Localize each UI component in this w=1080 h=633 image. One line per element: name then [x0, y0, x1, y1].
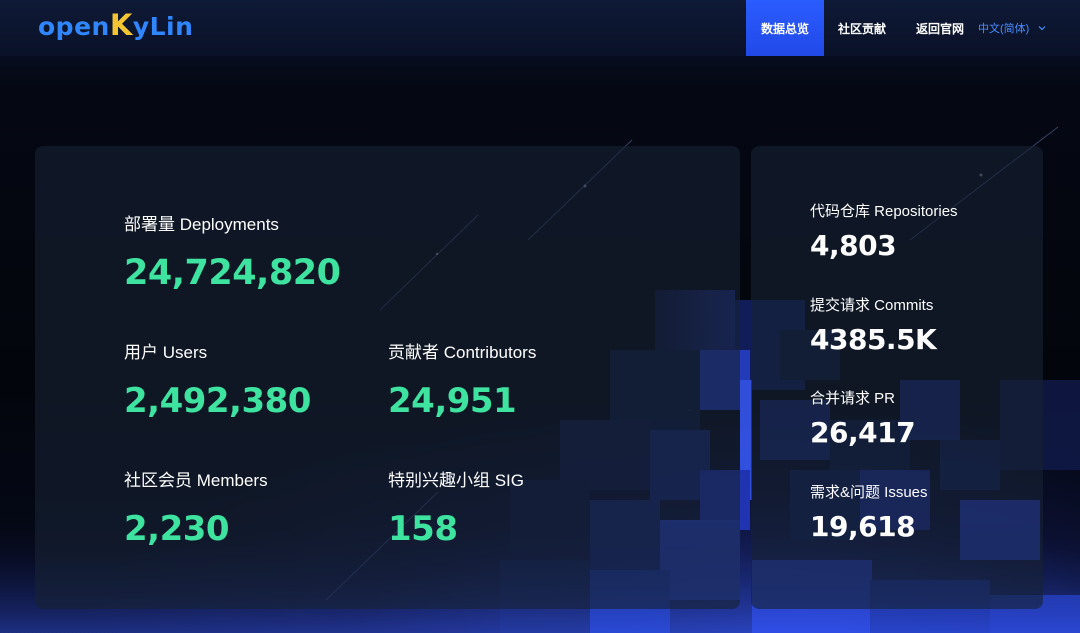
- stat-pr-label: 合并请求 PR: [810, 390, 896, 407]
- language-dropdown[interactable]: 中文(简体): [978, 0, 1047, 56]
- top-navbar: openKyLin 数据总览 社区贡献 返回官网 中文(简体): [0, 0, 1080, 56]
- stat-repositories: 代码仓库 Repositories 4,803: [810, 203, 958, 263]
- nav-link-official-label: 返回官网: [916, 21, 965, 36]
- logo-text-open: open: [38, 12, 110, 41]
- repo-stats-card: 代码仓库 Repositories 4,803 提交请求 Commits 438…: [751, 146, 1043, 609]
- stat-contributors: 贡献者 Contributors 24,951: [388, 343, 536, 421]
- stat-members: 社区会员 Members 2,230: [124, 471, 268, 549]
- stat-sig-value: 158: [388, 509, 458, 549]
- nav-link-official-site[interactable]: 返回官网: [916, 0, 964, 56]
- logo-text-ylin: yLin: [132, 12, 194, 41]
- stat-contributors-label: 贡献者 Contributors: [388, 343, 537, 362]
- nav-tab-community-contribution[interactable]: 社区贡献: [838, 0, 886, 56]
- nav-tab-community-label: 社区贡献: [838, 21, 887, 36]
- stat-members-value: 2,230: [124, 509, 230, 549]
- main-stats-card: 部署量 Deployments 24,724,820 用户 Users 2,49…: [35, 146, 740, 609]
- stat-users: 用户 Users 2,492,380: [124, 343, 311, 421]
- nav-tab-overview-label: 数据总览: [760, 21, 809, 36]
- openkylin-logo[interactable]: openKyLin: [38, 8, 193, 42]
- stat-deployments-label: 部署量 Deployments: [124, 215, 279, 234]
- logo-text-k: K: [109, 8, 133, 42]
- stat-commits: 提交请求 Commits 4385.5K: [810, 297, 937, 357]
- stat-commits-label: 提交请求 Commits: [810, 297, 934, 314]
- stat-commits-value: 4385.5K: [810, 323, 937, 356]
- stat-issues-label: 需求&问题 Issues: [810, 484, 928, 501]
- stat-repositories-label: 代码仓库 Repositories: [810, 203, 958, 220]
- stat-pr-value: 26,417: [810, 416, 916, 449]
- stat-users-label: 用户 Users: [124, 343, 208, 362]
- nav-tab-overview[interactable]: 数据总览: [746, 0, 824, 56]
- stat-contributors-value: 24,951: [388, 381, 517, 421]
- stat-sig: 特别兴趣小组 SIG 158: [388, 471, 524, 549]
- stat-repositories-value: 4,803: [810, 229, 897, 262]
- stat-users-value: 2,492,380: [124, 381, 311, 421]
- stat-sig-label: 特别兴趣小组 SIG: [388, 471, 525, 490]
- stat-deployments: 部署量 Deployments 24,724,820: [124, 215, 341, 293]
- language-selected-label: 中文(简体): [978, 23, 1030, 35]
- stat-pr: 合并请求 PR 26,417: [810, 390, 916, 450]
- stat-issues: 需求&问题 Issues 19,618: [810, 484, 928, 544]
- stat-deployments-value: 24,724,820: [124, 253, 341, 293]
- stat-issues-value: 19,618: [810, 510, 916, 543]
- chevron-down-icon: [1038, 26, 1046, 31]
- stat-members-label: 社区会员 Members: [124, 471, 268, 490]
